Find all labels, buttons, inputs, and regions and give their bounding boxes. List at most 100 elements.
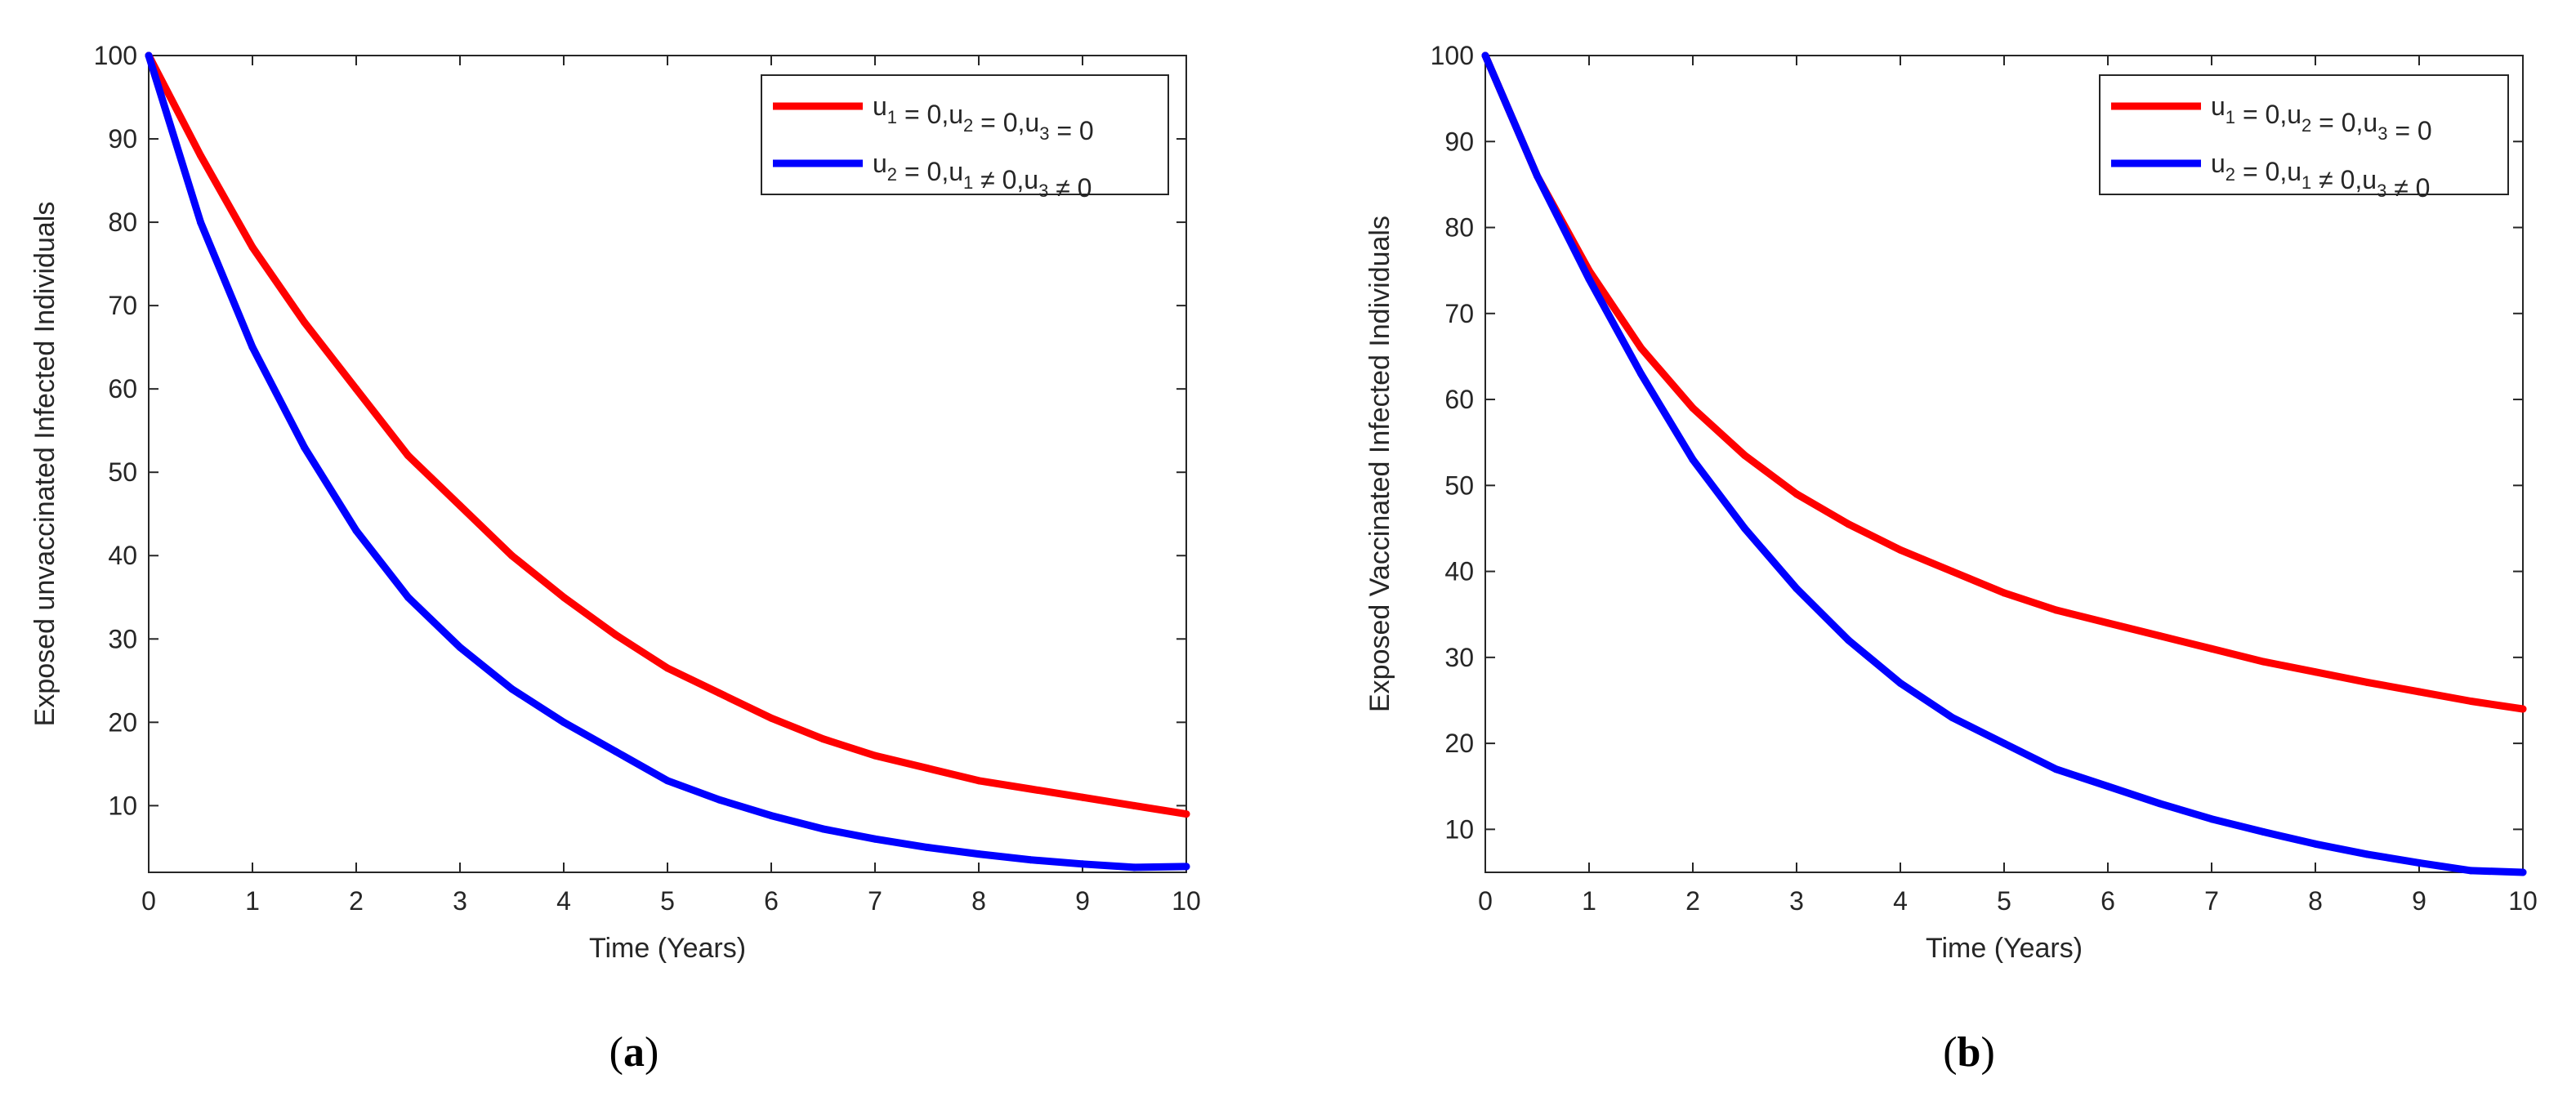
data-point [2104, 619, 2112, 627]
y-axis-label: Exposed unvaccinated Infected Individual… [29, 202, 60, 727]
data-point [456, 644, 464, 651]
data-point [1792, 490, 1801, 498]
data-point [508, 551, 516, 560]
data-point [1078, 793, 1087, 801]
legend-text-part: = 0,u [2235, 100, 2301, 129]
panel-label-part: ) [645, 1029, 659, 1076]
legend-subscript: 1 [2301, 172, 2311, 193]
legend-subscript: 2 [963, 115, 973, 136]
data-point [2260, 828, 2267, 836]
data-point [2000, 739, 2008, 747]
data-point [508, 685, 516, 693]
x-tick-label: 6 [764, 886, 779, 916]
y-tick-label: 60 [1444, 385, 1474, 414]
data-point [1585, 275, 1593, 283]
legend-text-part: ≠ 0,u [2311, 165, 2377, 194]
data-point [2260, 658, 2267, 666]
x-tick-label: 8 [971, 886, 986, 916]
x-axis-label: Time (Years) [1926, 933, 2083, 964]
data-point [767, 714, 775, 722]
panel-label-part: b [1958, 1029, 1981, 1076]
y-tick-label: 70 [108, 291, 137, 320]
legend-entry-2: u2 = 0,u1 ≠ 0,u3 ≠ 0 [2211, 149, 2430, 203]
data-point [923, 843, 931, 851]
data-point [560, 718, 568, 726]
data-point [1689, 456, 1697, 464]
data-point [1131, 801, 1138, 809]
data-point [1078, 860, 1087, 868]
legend-text-part: = 0,u [897, 100, 963, 129]
chart-panel-a: 0 1 2 3 4 5 6 7 8 9 10 10 20 30 40 50 60 70 80 90 100 Time (Y… [29, 41, 1201, 1076]
legend-entry-2: u2 = 0,u1 ≠ 0,u3 ≠ 0 [873, 149, 1092, 203]
legend-subscript: 2 [2226, 164, 2235, 185]
legend-subscript: 1 [2226, 107, 2235, 127]
x-tick-label: 0 [1478, 886, 1493, 916]
data-point [1689, 404, 1697, 412]
data-point [2519, 868, 2527, 876]
y-tick-label: 80 [108, 207, 137, 237]
data-point [1481, 51, 1489, 60]
data-point [560, 593, 568, 601]
data-point [2311, 840, 2319, 848]
data-point [1741, 452, 1748, 459]
panel-label-part: ) [1980, 1029, 1994, 1076]
y-tick-label: 20 [108, 707, 137, 737]
x-tick-label: 4 [1893, 886, 1908, 916]
legend-subscript: 3 [1038, 181, 1048, 201]
x-tick-label: 7 [2204, 886, 2219, 916]
y-tick-label: 100 [94, 41, 137, 70]
data-point [2467, 698, 2475, 705]
legend-text-part: ≠ 0 [1048, 173, 1092, 203]
x-tick-label: 2 [1685, 886, 1700, 916]
data-point [2104, 782, 2112, 791]
x-tick-label: 2 [349, 886, 364, 916]
data-point [663, 777, 672, 785]
data-point [871, 751, 879, 760]
data-point [2364, 678, 2371, 686]
data-point [767, 812, 775, 820]
data-point [248, 343, 257, 351]
y-tick-label: 10 [108, 791, 137, 820]
data-point [2311, 668, 2319, 676]
legend-text-part: ≠ 0,u [973, 165, 1038, 194]
legend-entry-1: u1 = 0,u2 = 0,u3 = 0 [873, 91, 1094, 145]
x-tick-label: 7 [868, 886, 882, 916]
y-tick-label: 30 [108, 624, 137, 653]
x-tick-label: 9 [1075, 886, 1090, 916]
y-tick-label: 50 [108, 457, 137, 487]
x-tick-label: 0 [141, 886, 156, 916]
legend-text-part: u [2211, 149, 2226, 178]
data-point [301, 444, 308, 452]
data-point [1949, 714, 1956, 721]
data-point [1896, 679, 1904, 687]
data-point [2208, 815, 2216, 823]
x-tick-label: 5 [660, 886, 675, 916]
legend-text-part: = 0,u [897, 157, 963, 186]
data-point [404, 593, 412, 601]
legend-subscript: 2 [887, 164, 897, 185]
y-tick-label: 10 [1444, 814, 1474, 844]
data-point [612, 747, 619, 756]
data-point [716, 689, 723, 698]
x-tick-label: 3 [1789, 886, 1804, 916]
data-point [197, 151, 204, 159]
data-point [2415, 858, 2423, 867]
data-point [923, 764, 931, 772]
legend-subscript: 1 [887, 107, 897, 127]
x-tick-label: 6 [2101, 886, 2115, 916]
y-tick-label: 40 [1444, 557, 1474, 586]
legend-subscript: 3 [2377, 181, 2386, 201]
y-tick-label: 30 [1444, 643, 1474, 672]
data-point [612, 631, 619, 639]
panel-label-part: ( [1943, 1029, 1957, 1076]
y-tick-label: 90 [108, 124, 137, 154]
x-tick-label: 10 [2508, 886, 2538, 916]
y-tick-label: 20 [1444, 729, 1474, 758]
y-tick-label: 40 [108, 541, 137, 570]
x-tick-label: 4 [556, 886, 571, 916]
legend-text-part: u [873, 91, 887, 121]
y-tick-label: 100 [1431, 41, 1474, 70]
legend-subscript: 1 [963, 172, 973, 193]
data-point [975, 777, 983, 785]
